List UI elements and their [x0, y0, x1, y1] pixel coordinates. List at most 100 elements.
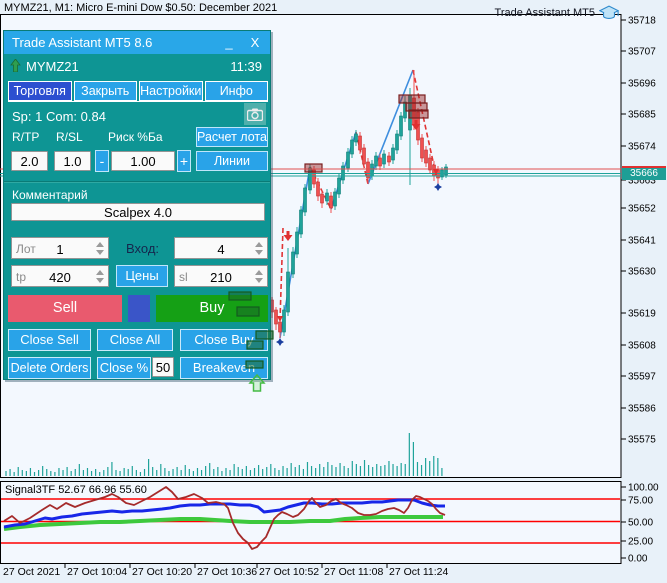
spinner-arrows[interactable] — [94, 239, 106, 257]
candle-body — [278, 321, 282, 333]
lines-button[interactable]: Линии — [196, 151, 268, 171]
arrowhead-icon — [277, 316, 283, 322]
candle-body — [299, 209, 303, 235]
candle-body — [444, 166, 448, 176]
rsl-input[interactable] — [54, 151, 91, 171]
close-all-button[interactable]: Close All — [97, 329, 173, 351]
tab-bar: Торговля Закрыть Настройки Инфо — [8, 81, 268, 102]
candle-body — [320, 193, 324, 204]
risk-label: Риск %Ба — [108, 130, 163, 144]
candle-body — [325, 192, 329, 202]
signal-line-darkred — [3, 486, 446, 550]
candle-body — [366, 161, 370, 179]
candle-body — [350, 139, 354, 155]
close-buy-button[interactable]: Close Buy — [180, 329, 268, 351]
sell-button[interactable]: Sell — [8, 295, 122, 322]
supply-zone-rect — [408, 109, 429, 119]
lot-calc-button[interactable]: Расчет лота — [196, 127, 268, 147]
symbol-row: MYMZ21 11:39 — [4, 54, 270, 80]
zigzag-down-segment — [279, 227, 284, 321]
price-tick-label: 35597 — [628, 372, 656, 383]
tab-settings[interactable]: Настройки — [139, 81, 203, 101]
watermark: Trade Assistant MT5 — [495, 5, 619, 20]
buy-button[interactable]: Buy — [156, 295, 268, 322]
symbol-name: MYMZ21 — [26, 59, 79, 74]
close-percent-input[interactable] — [152, 357, 174, 377]
price-tick-label: 35630 — [628, 267, 656, 278]
candle-body — [312, 169, 316, 185]
close-button[interactable]: X — [250, 35, 260, 50]
entry-stepper[interactable]: 4 — [174, 237, 268, 259]
price-tick-label: 35718 — [628, 16, 656, 27]
time-label: 27 Oct 11:24 — [389, 566, 449, 578]
comment-input[interactable] — [11, 203, 265, 221]
current-price-tag: 35666 — [622, 166, 666, 180]
indicator-tick-label: 75.00 — [628, 496, 653, 507]
breakeven-button[interactable]: Breakeven — [180, 357, 268, 379]
supply-zone-rect — [304, 163, 323, 173]
spinner-arrows[interactable] — [253, 267, 265, 285]
rtp-input[interactable] — [11, 151, 48, 171]
comment-label: Комментарий — [12, 188, 88, 202]
camera-icon — [247, 108, 263, 121]
risk-plus-button[interactable]: + — [177, 150, 191, 172]
candle-body — [337, 177, 341, 195]
spinner-arrows[interactable] — [94, 267, 106, 285]
risk-minus-button[interactable]: - — [95, 150, 109, 172]
tab-trading[interactable]: Торговля — [8, 81, 72, 101]
rtp-label: R/TP — [12, 130, 40, 144]
tp-label: tp — [16, 270, 27, 284]
tab-info[interactable]: Инфо — [204, 81, 268, 101]
signal-markers — [276, 120, 442, 346]
spread-commission: Sp: 1 Com: 0.84 — [12, 109, 106, 124]
panel-title: Trade Assistant MT5 8.6 — [12, 35, 153, 50]
delete-orders-button[interactable]: Delete Orders — [8, 357, 91, 379]
minimize-button[interactable]: _ — [225, 35, 233, 50]
zone-rectangles — [304, 94, 429, 173]
time-label: 27 Oct 2021 — [3, 566, 60, 578]
candle-body — [354, 133, 358, 143]
candle-body — [424, 149, 428, 164]
sell-arrow-icon — [283, 231, 293, 241]
time-label: 27 Oct 10:36 — [197, 566, 257, 578]
close-percent-button[interactable]: Close % — [97, 357, 151, 379]
price-tick-label: 35586 — [628, 404, 656, 415]
tab-close[interactable]: Закрыть — [73, 81, 137, 101]
candle-body — [370, 163, 374, 177]
indicator-tick-label: 100.00 — [628, 483, 659, 494]
price-tick-label: 35663 — [628, 176, 656, 187]
candle-body — [291, 251, 295, 275]
candle-body — [282, 309, 286, 333]
close-sell-button[interactable]: Close Sell — [8, 329, 91, 351]
sl-stepper[interactable]: sl 210 — [174, 265, 268, 287]
price-tick-label: 35685 — [628, 110, 656, 121]
tp-stepper[interactable]: tp 420 — [11, 265, 109, 287]
arrowhead-icon — [433, 169, 439, 175]
signal-line-blue — [3, 498, 445, 529]
direction-indicator — [128, 295, 150, 322]
candle-body — [274, 309, 278, 325]
time-label: 27 Oct 10:04 — [67, 566, 127, 578]
candle-body — [295, 231, 299, 255]
candle-body — [308, 167, 312, 191]
supply-zone-rect — [398, 94, 426, 104]
risk-input[interactable] — [111, 151, 175, 171]
price-tick-label: 35619 — [628, 309, 656, 320]
price-tick-label: 35652 — [628, 204, 656, 215]
candle-body — [362, 147, 366, 165]
spinner-arrows[interactable] — [253, 239, 265, 257]
lot-stepper[interactable]: Лот 1 — [11, 237, 109, 259]
sl-label: sl — [179, 270, 188, 284]
price-tick-label: 35674 — [628, 142, 656, 153]
reversal-star-icon — [276, 338, 284, 346]
screenshot-button[interactable] — [244, 103, 266, 125]
indicator-tick-label: 25.00 — [628, 537, 653, 548]
prices-button[interactable]: Цены — [116, 265, 168, 287]
time-label: 27 Oct 10:20 — [132, 566, 192, 578]
candle-body — [286, 271, 290, 313]
candle-body — [420, 137, 424, 159]
reversal-star-icon — [434, 183, 442, 191]
panel-titlebar[interactable]: Trade Assistant MT5 8.6 _ X — [4, 31, 270, 54]
